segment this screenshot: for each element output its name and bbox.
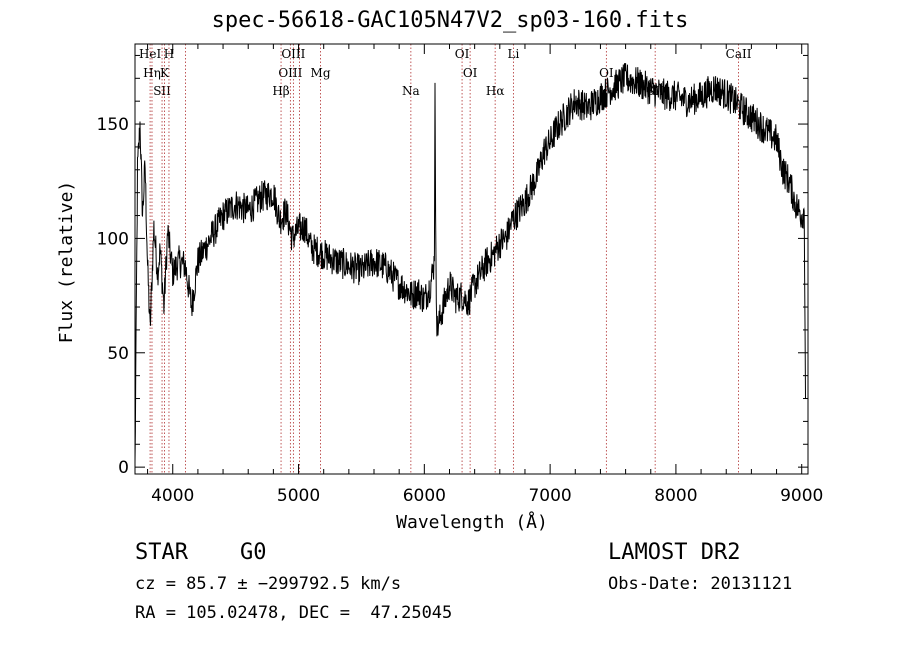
line-marker-label: HeI: [139, 47, 162, 61]
plot-frame: [134, 43, 809, 475]
y-tick-label: 50: [107, 344, 129, 364]
chart-title: spec-56618-GAC105N47V2_sp03-160.fits: [211, 8, 689, 33]
redshift-text: cz = 85.7 ± −299792.5 km/s: [135, 574, 402, 594]
spectrum-series: [134, 63, 806, 463]
spectrum-line: [134, 63, 806, 463]
coords-text: RA = 105.02478, DEC = 47.25045: [135, 603, 453, 623]
x-tick-label: 8000: [654, 486, 697, 506]
line-marker-label: Na: [402, 84, 420, 98]
line-marker-label: H: [164, 47, 174, 61]
x-tick-label: 4000: [151, 486, 194, 506]
line-marker-label: SII: [153, 84, 171, 98]
y-axis-label: Flux (relative): [56, 181, 77, 344]
line-marker-label: K: [160, 66, 170, 80]
line-marker-label: OI: [463, 66, 478, 80]
subclass-label: G0: [240, 540, 267, 565]
obs-date-text: Obs-Date: 20131121: [608, 574, 793, 594]
line-markers: HeIHηSIIHKOIIIOIIIHβMgNaOIOIHαLiOISIICaI…: [139, 44, 752, 474]
y-tick-label: 150: [97, 115, 129, 135]
y-tick-label: 100: [97, 229, 129, 249]
line-marker-label: OIII: [281, 47, 305, 61]
y-tick-label: 0: [118, 458, 129, 478]
line-marker-label: CaII: [726, 47, 752, 61]
line-marker-label: Hα: [486, 84, 505, 98]
axes: 4000 5000 6000 7000 8000 9000 0 50 100 150: [97, 43, 823, 506]
class-label: STAR: [135, 540, 188, 565]
line-marker-label: Hβ: [272, 84, 289, 98]
line-marker-label: OI: [455, 47, 470, 61]
x-tick-label: 6000: [403, 486, 446, 506]
line-marker-label: Li: [507, 47, 519, 61]
survey-label: LAMOST DR2: [608, 540, 741, 565]
line-marker-label: OIII: [278, 66, 302, 80]
x-axis-label: Wavelength (Å): [396, 511, 548, 533]
x-tick-label: 5000: [277, 486, 320, 506]
line-marker-label: Hη: [143, 66, 161, 80]
line-marker-label: OI: [599, 66, 614, 80]
x-tick-label: 9000: [780, 486, 823, 506]
line-marker-label: Mg: [311, 66, 331, 80]
x-tick-label: 7000: [528, 486, 571, 506]
